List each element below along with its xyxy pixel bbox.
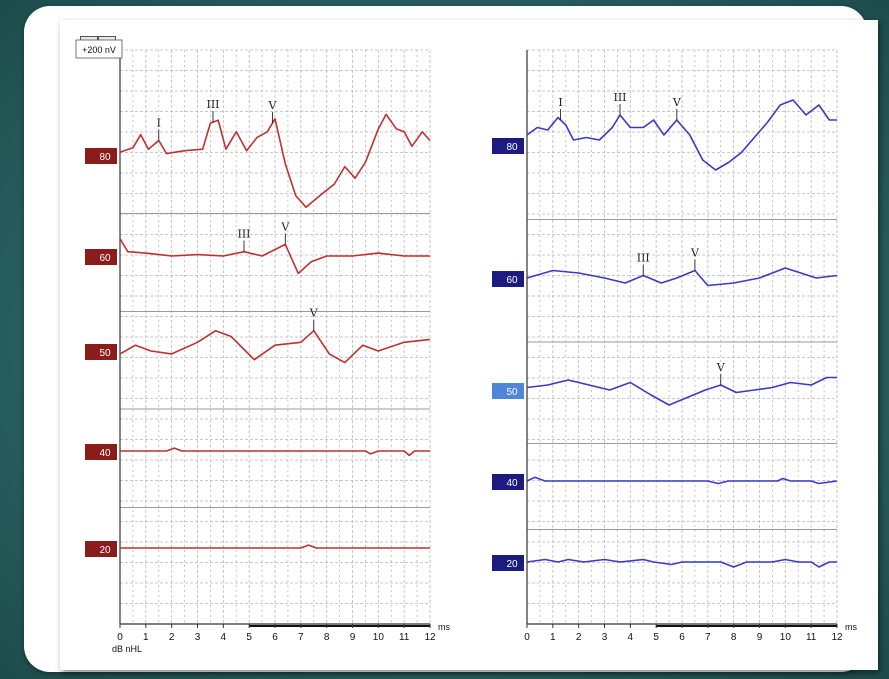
x-tick-label: 3	[195, 632, 201, 643]
series-20: 20	[492, 555, 837, 571]
intensity-label-box	[492, 138, 524, 154]
x-tick-label: 3	[602, 632, 608, 643]
x-tick-label: 1	[550, 632, 556, 643]
peak-label: V	[716, 361, 726, 374]
x-tick-label: 8	[731, 632, 737, 643]
intensity-label: 40	[506, 478, 518, 489]
series-60: 60 III V	[85, 220, 430, 275]
waveform-trace	[526, 376, 837, 406]
x-tick-label: 9	[757, 632, 763, 643]
intensity-label: 20	[506, 559, 518, 570]
series-20: 20	[85, 541, 430, 557]
peak-label: III	[206, 98, 219, 111]
x-tick-label: 4	[628, 632, 634, 643]
grid	[119, 49, 431, 625]
intensity-label-box	[492, 474, 524, 490]
x-tick-label: 7	[298, 632, 304, 643]
intensity-label-box	[85, 249, 117, 265]
intensity-label-box	[492, 271, 524, 287]
intensity-label-box	[492, 555, 524, 571]
x-tick-label: 10	[780, 632, 792, 643]
waveform-trace	[526, 476, 838, 485]
peak-label: V	[690, 247, 700, 260]
waveform-trace	[526, 558, 837, 568]
waveform-trace	[120, 447, 430, 457]
x-tick-label: 5	[246, 632, 252, 643]
x-tick-label: 6	[679, 632, 685, 643]
intensity-label: 50	[99, 348, 111, 359]
intensity-label: 60	[99, 253, 111, 264]
x-unit-label: ms	[438, 622, 450, 632]
peak-label: III	[637, 252, 650, 265]
series-50: 50 V	[492, 361, 837, 406]
waveform-trace	[119, 113, 431, 208]
peak-label: III	[613, 91, 626, 104]
x-tick-label: 2	[576, 632, 582, 643]
series-50: 50 V	[85, 307, 431, 364]
peak-label: V	[672, 96, 682, 109]
peak-label: V	[267, 99, 277, 112]
x-tick-label: 12	[831, 632, 843, 643]
intensity-label-box	[85, 541, 117, 557]
intensity-label: 20	[99, 545, 111, 556]
x-tick-label: 8	[324, 632, 330, 643]
x-tick-label: 2	[169, 632, 175, 643]
x-unit-label: ms	[845, 622, 857, 632]
x-tick-label: 1	[143, 632, 149, 643]
x-tick-label: 11	[399, 632, 410, 643]
peak-label: I	[157, 117, 161, 130]
peak-label: V	[309, 307, 319, 320]
series-40: 40	[492, 474, 838, 490]
x-tick-label: 0	[524, 632, 530, 643]
intensity-label-box	[85, 148, 117, 164]
intensity-label: 60	[506, 275, 518, 286]
grid	[526, 49, 838, 625]
waveform-trace	[120, 544, 430, 549]
series-40: 40	[85, 444, 430, 460]
x-tick-label: 6	[272, 632, 278, 643]
intensity-label-box	[492, 383, 524, 399]
scale-label: +200 nV	[82, 45, 116, 55]
intensity-label: 50	[506, 387, 518, 398]
waveform-trace	[526, 99, 837, 171]
waveform-trace	[119, 238, 430, 275]
x-tick-label: 4	[221, 632, 227, 643]
x-tick-label: 11	[806, 632, 817, 643]
waveform-trace	[119, 329, 431, 364]
intensity-label-box	[85, 344, 117, 360]
intensity-label: 80	[506, 142, 518, 153]
x-tick-label: 12	[424, 632, 436, 643]
series-60: 60 III V	[492, 247, 838, 287]
x-tick-label: 10	[373, 632, 385, 643]
waveform-trace	[526, 267, 838, 287]
peak-label: III	[237, 228, 250, 241]
x-tick-label: 5	[653, 632, 659, 643]
x-tick-label: 0	[117, 632, 123, 643]
peak-label: I	[558, 96, 562, 109]
x-tick-label: 9	[350, 632, 356, 643]
x-tick-label: 7	[705, 632, 711, 643]
scale-label-box	[75, 39, 123, 59]
intensity-label-box	[85, 444, 117, 460]
peak-label: V	[280, 220, 290, 233]
intensity-label: 40	[99, 448, 111, 459]
intensity-label: 80	[99, 152, 111, 163]
x-axis-label: dB nHL	[112, 644, 142, 654]
